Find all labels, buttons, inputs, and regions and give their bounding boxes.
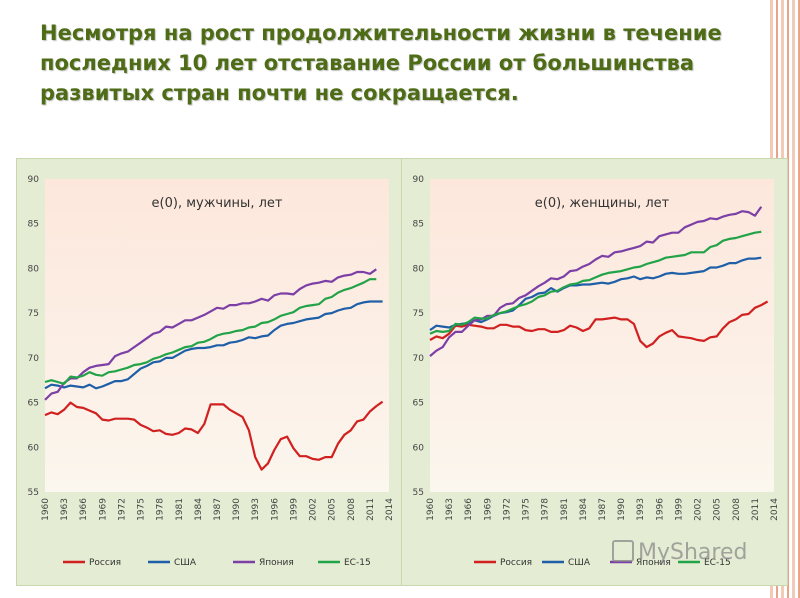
x-tick-label: 1990 xyxy=(232,498,242,521)
x-tick-label: 1984 xyxy=(194,498,204,521)
x-tick-label: 2014 xyxy=(385,498,395,521)
x-tick-label: 2002 xyxy=(309,498,319,521)
y-tick-label: 55 xyxy=(28,488,39,498)
y-tick-label: 80 xyxy=(413,264,425,274)
x-tick-label: 1993 xyxy=(251,498,261,521)
x-tick-label: 1975 xyxy=(137,498,147,521)
legend-label: Япония xyxy=(259,558,294,568)
y-tick-label: 60 xyxy=(413,443,425,453)
x-tick-label: 1981 xyxy=(560,498,570,521)
y-tick-label: 80 xyxy=(28,264,40,274)
x-tick-label: 1993 xyxy=(636,498,646,521)
x-tick-label: 1963 xyxy=(60,498,70,521)
x-tick-label: 2002 xyxy=(694,498,704,521)
x-tick-label: 1978 xyxy=(156,498,166,521)
chart-men-svg: 55 60 65 70 75 80 85 90 1960 1963 1966 1969 1972 1975… xyxy=(28,175,395,568)
x-tick-label: 1966 xyxy=(464,498,474,521)
x-tick-label: 1960 xyxy=(426,498,436,521)
legend-label: ЕС-15 xyxy=(344,558,371,568)
x-tick-label: 2005 xyxy=(328,498,338,521)
x-tick-label: 2005 xyxy=(713,498,723,521)
y-tick-label: 90 xyxy=(28,175,40,185)
x-tick-label: 1987 xyxy=(598,498,608,521)
legend-label: США xyxy=(174,558,197,568)
y-tick-label: 85 xyxy=(413,220,424,230)
legend-label: Япония xyxy=(636,558,671,568)
chart-title: е(0), женщины, лет xyxy=(535,196,670,211)
x-tick-label: 1969 xyxy=(98,498,108,521)
series-line xyxy=(44,278,377,385)
series-line xyxy=(44,300,383,390)
x-tick-label: 1972 xyxy=(502,498,512,521)
x-tick-label: 2011 xyxy=(366,498,376,521)
x-tick-label: 1969 xyxy=(483,498,493,521)
x-tick-label: 2014 xyxy=(770,498,780,521)
watermark: MyShared xyxy=(612,540,747,565)
x-tick-label: 1966 xyxy=(79,498,89,521)
y-tick-label: 90 xyxy=(413,175,425,185)
series-line xyxy=(429,230,762,335)
series-line xyxy=(429,206,763,357)
chart-panel-men: 55 60 65 70 75 80 85 90 1960 1963 1966 1969 1972 1975… xyxy=(16,158,402,586)
chart-panel-women: 55 60 65 70 75 80 85 90 1960 1963 1966 1969 1972 1975… xyxy=(401,158,788,586)
chart-women-svg: 55 60 65 70 75 80 85 90 1960 1963 1966 1969 1972 1975… xyxy=(413,175,780,568)
x-tick-label: 1987 xyxy=(213,498,223,521)
y-tick-label: 85 xyxy=(28,220,39,230)
x-tick-label: 1978 xyxy=(541,498,551,521)
x-tick-label: 1999 xyxy=(289,498,299,521)
slide-title: Несмотря на рост продолжительности жизни… xyxy=(40,21,722,105)
x-tick-label: 1972 xyxy=(117,498,127,521)
x-tick-label: 1984 xyxy=(579,498,589,521)
y-tick-label: 55 xyxy=(413,488,424,498)
x-tick-label: 1999 xyxy=(674,498,684,521)
legend-label: Россия xyxy=(500,558,532,568)
chart-title: е(0), мужчины, лет xyxy=(152,196,283,211)
x-tick-label: 1981 xyxy=(175,498,185,521)
x-tick-label: 2008 xyxy=(347,498,357,521)
series-line xyxy=(44,268,377,401)
y-tick-label: 60 xyxy=(28,443,40,453)
watermark-text: MyShared xyxy=(638,540,748,565)
legend-label: США xyxy=(568,558,591,568)
y-tick-label: 70 xyxy=(413,354,425,364)
x-tick-label: 1996 xyxy=(655,498,665,521)
x-tick-label: 1963 xyxy=(445,498,455,521)
x-tick-label: 1996 xyxy=(270,498,280,521)
x-tick-label: 1960 xyxy=(41,498,51,521)
x-tick-label: 1990 xyxy=(617,498,627,521)
legend-label: Россия xyxy=(89,558,121,568)
series-line xyxy=(429,256,762,332)
series-line xyxy=(429,300,769,349)
y-tick-label: 75 xyxy=(28,309,39,319)
y-tick-label: 75 xyxy=(413,309,424,319)
x-tick-label: 2011 xyxy=(751,498,761,521)
x-tick-label: 2008 xyxy=(732,498,742,521)
legend-label: ЕС-15 xyxy=(704,558,731,568)
plot-area xyxy=(430,179,774,492)
y-tick-label: 65 xyxy=(413,399,424,409)
series-line xyxy=(44,400,384,471)
y-tick-label: 70 xyxy=(28,354,40,364)
presentation-icon xyxy=(612,540,634,562)
y-tick-label: 65 xyxy=(28,399,39,409)
x-tick-label: 1975 xyxy=(522,498,532,521)
